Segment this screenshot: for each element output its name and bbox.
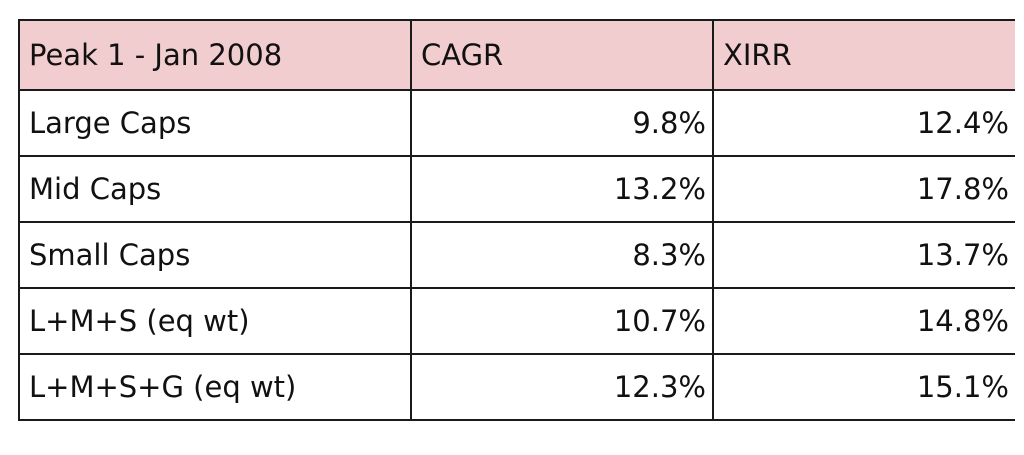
header-cagr: CAGR	[410, 19, 714, 91]
xirr-value: 14.8%	[712, 287, 1015, 355]
table-row: Small Caps 8.3% 13.7%	[18, 221, 1015, 289]
xirr-value: 13.7%	[712, 221, 1015, 289]
table-row: L+M+S+G (eq wt) 12.3% 15.1%	[18, 353, 1015, 421]
table-header-row: Peak 1 - Jan 2008 CAGR XIRR	[18, 19, 1015, 91]
xirr-value: 12.4%	[712, 89, 1015, 157]
row-label: Small Caps	[18, 221, 412, 289]
cagr-value: 12.3%	[410, 353, 714, 421]
row-label: L+M+S+G (eq wt)	[18, 353, 412, 421]
cagr-value: 8.3%	[410, 221, 714, 289]
row-label: Large Caps	[18, 89, 412, 157]
table-row: L+M+S (eq wt) 10.7% 14.8%	[18, 287, 1015, 355]
cagr-value: 13.2%	[410, 155, 714, 223]
row-label: Mid Caps	[18, 155, 412, 223]
cagr-value: 9.8%	[410, 89, 714, 157]
row-label: L+M+S (eq wt)	[18, 287, 412, 355]
cagr-value: 10.7%	[410, 287, 714, 355]
xirr-value: 17.8%	[712, 155, 1015, 223]
returns-table: Peak 1 - Jan 2008 CAGR XIRR Large Caps 9…	[18, 19, 1015, 421]
xirr-value: 15.1%	[712, 353, 1015, 421]
table-row: Mid Caps 13.2% 17.8%	[18, 155, 1015, 223]
table-row: Large Caps 9.8% 12.4%	[18, 89, 1015, 157]
header-xirr: XIRR	[712, 19, 1015, 91]
header-period: Peak 1 - Jan 2008	[18, 19, 412, 91]
